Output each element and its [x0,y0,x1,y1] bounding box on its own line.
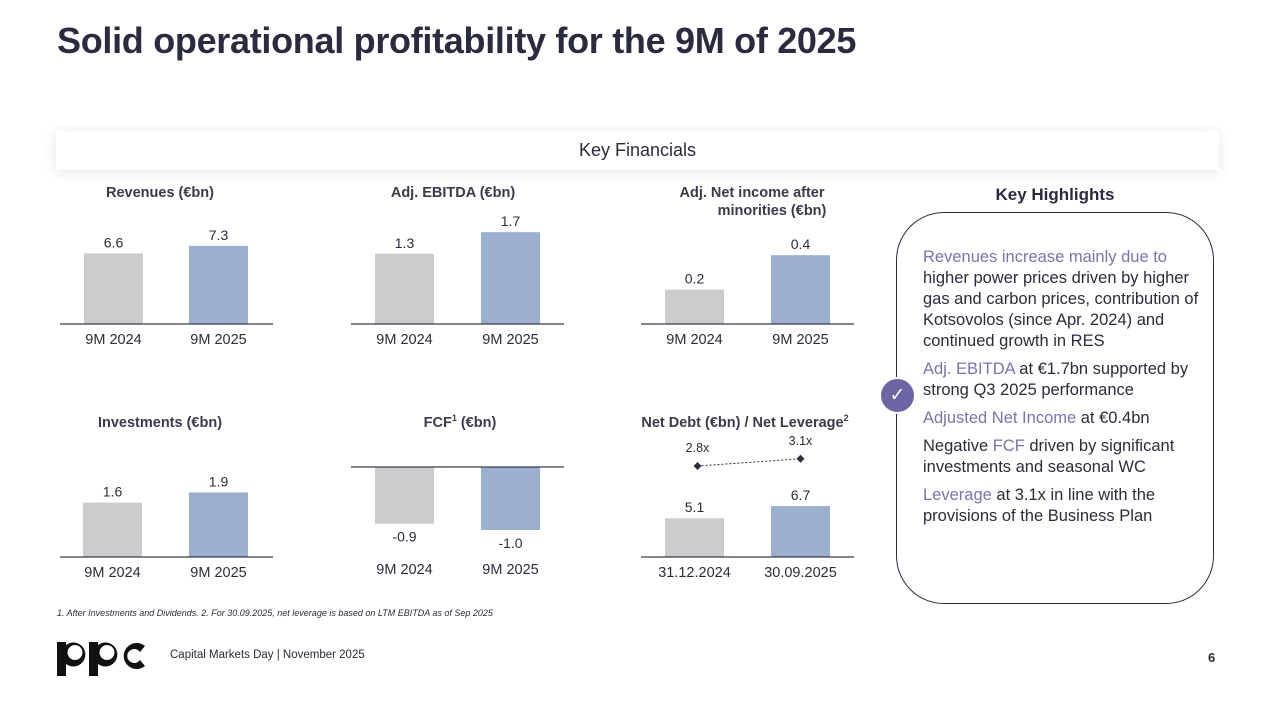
page-number: 6 [1208,650,1216,665]
data-label: 6.6 [104,234,124,250]
highlight-text: driven by significant investments and se… [923,437,1175,476]
highlight-keyword: Adj. EBITDA [923,360,1015,378]
highlight-text: higher power prices driven by higher gas… [923,269,1199,350]
highlight-text: at €1.7bn supported by strong Q3 2025 pe… [923,360,1189,399]
leverage-line [697,458,801,467]
highlight-text: at €0.4bn [1076,409,1150,427]
highlight-keyword: Adjusted Net Income [923,409,1077,427]
key-financials-header: Key Financials [56,131,1219,170]
category-label: 30.09.2025 [764,565,837,581]
bar [771,255,830,324]
ppc-logo [57,642,145,676]
data-label: 6.7 [791,487,811,503]
chart-title-adj-ebitda: Adj. EBITDA (€bn) [390,185,516,201]
chart-title-net-debt-sup: 2 [843,413,849,424]
highlight-item: Leverage at 3.1x in line with the provis… [923,485,1203,527]
key-financials-label: Key Financials [578,140,697,160]
highlight-text: at 3.1x in line with the provisions of t… [923,486,1156,525]
data-label: 7.3 [209,227,229,243]
bar [481,467,540,530]
footnote: 1. After Investments and Dividends. 2. F… [57,608,493,618]
bar [84,253,143,324]
data-label: 1.3 [395,235,415,251]
chart-title-net-debt: Net Debt (€bn) / Net Leverage2 [620,414,870,432]
leverage-point [693,462,702,470]
data-label: -0.9 [392,529,416,545]
data-label: 1.6 [103,484,123,500]
leverage-label: 2.8x [686,441,710,455]
category-label: 9M 2024 [84,565,140,581]
data-label: 0.4 [791,236,811,252]
bar [83,502,142,557]
category-label: 9M 2025 [482,332,538,348]
category-label: 9M 2024 [666,332,722,348]
data-label: 0.2 [685,271,705,287]
leverage-point [796,454,805,463]
data-label: 1.7 [501,213,521,229]
chart-title-fcf-sup: 1 [451,413,457,424]
chart-title-investments: Investments (€bn) [97,415,223,431]
chart-title-net-income: Adj. Net income after minorities (€bn) [652,184,852,220]
chart-title-net-income-line2: minorities (€bn) [717,203,827,219]
category-label: 9M 2024 [376,332,432,348]
category-label: 9M 2025 [772,332,828,348]
category-label: 9M 2024 [85,332,141,348]
check-circle-icon: ✓ [879,377,916,414]
highlight-keyword: Revenues increase mainly due to [923,248,1167,266]
bar [375,467,434,524]
highlight-item: Negative FCF driven by significant inves… [923,436,1203,478]
page-title: Solid operational profitability for the … [57,20,857,61]
category-label: 9M 2025 [190,332,246,348]
data-label: 5.1 [685,499,705,515]
highlight-text: Negative [923,437,993,455]
bar [665,518,724,557]
category-label: 31.12.2024 [658,565,731,581]
category-label: 9M 2025 [190,565,246,581]
key-highlights-title: Key Highlights [995,185,1115,204]
data-label: -1.0 [498,535,522,551]
bar [481,232,540,324]
data-label: 1.9 [209,473,229,489]
bar [189,245,248,324]
highlight-item: Revenues increase mainly due to higher p… [923,247,1203,352]
footer-text: Capital Markets Day | November 2025 [170,649,365,661]
category-label: 9M 2025 [482,562,538,578]
leverage-label: 3.1x [789,434,813,448]
highlight-item: Adjusted Net Income at €0.4bn [923,408,1203,429]
highlight-keyword: FCF [992,437,1025,455]
chart-title-net-debt-main: Net Debt (€bn) / Net Leverage [641,415,844,431]
bar [771,506,830,557]
chart-title-fcf-main: FCF [423,415,452,431]
bar [665,289,724,324]
highlight-item: Adj. EBITDA at €1.7bn supported by stron… [923,359,1203,401]
chart-title-net-income-line1: Adj. Net income after [679,185,825,201]
chart-title-fcf-rest: (€bn) [456,415,497,431]
bar [375,253,434,324]
highlight-keyword: Leverage [923,486,992,504]
category-label: 9M 2024 [376,562,432,578]
bar [189,492,248,557]
chart-title-fcf: FCF1 (€bn) [360,414,560,432]
key-highlights-list: Revenues increase mainly due to higher p… [923,247,1203,534]
chart-title-revenues: Revenues (€bn) [106,185,214,201]
